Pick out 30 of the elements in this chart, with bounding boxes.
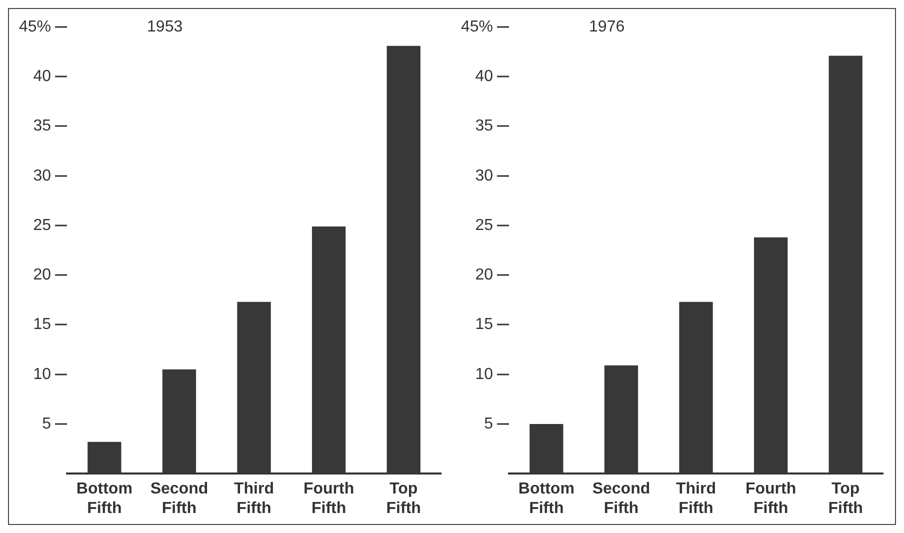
y-tick-label: 45% <box>460 18 494 36</box>
y-tick-label: 40 <box>475 68 494 86</box>
y-tick-label: 5 <box>484 415 494 432</box>
y-tick-label: 10 <box>33 366 52 383</box>
x-tick-label: Top Fifth <box>828 480 863 517</box>
y-tick-label: 45% <box>18 18 52 36</box>
y-tick-label: 40 <box>33 68 52 86</box>
y-tick-label: 30 <box>475 167 494 184</box>
y-tick-label: 20 <box>475 266 494 284</box>
y-tick-label: 10 <box>475 366 494 383</box>
y-tick-label: 35 <box>33 118 52 135</box>
y-tick-label: 25 <box>33 216 52 234</box>
chart-title: 1953 <box>147 18 183 36</box>
y-tick-label: 15 <box>33 316 52 334</box>
x-tick-label: Third Fifth <box>234 480 274 517</box>
x-tick-label: Fourth Fifth <box>303 480 354 517</box>
x-tick-label: Bottom Fifth <box>76 480 132 517</box>
y-tick-label: 5 <box>42 415 52 432</box>
x-tick-label: Second Fifth <box>592 480 650 517</box>
x-tick-label: Second Fifth <box>150 480 208 517</box>
x-tick-label: Third Fifth <box>676 480 716 517</box>
x-tick-label: Fourth Fifth <box>745 480 796 517</box>
y-tick-label: 35 <box>475 118 494 135</box>
x-tick-label: Top Fifth <box>386 480 421 517</box>
y-tick-label: 25 <box>475 216 494 234</box>
y-tick-label: 15 <box>475 316 494 334</box>
y-tick-label: 30 <box>33 167 52 184</box>
chart-title: 1976 <box>589 18 625 36</box>
y-tick-label: 20 <box>33 266 52 284</box>
x-tick-label: Bottom Fifth <box>518 480 574 517</box>
